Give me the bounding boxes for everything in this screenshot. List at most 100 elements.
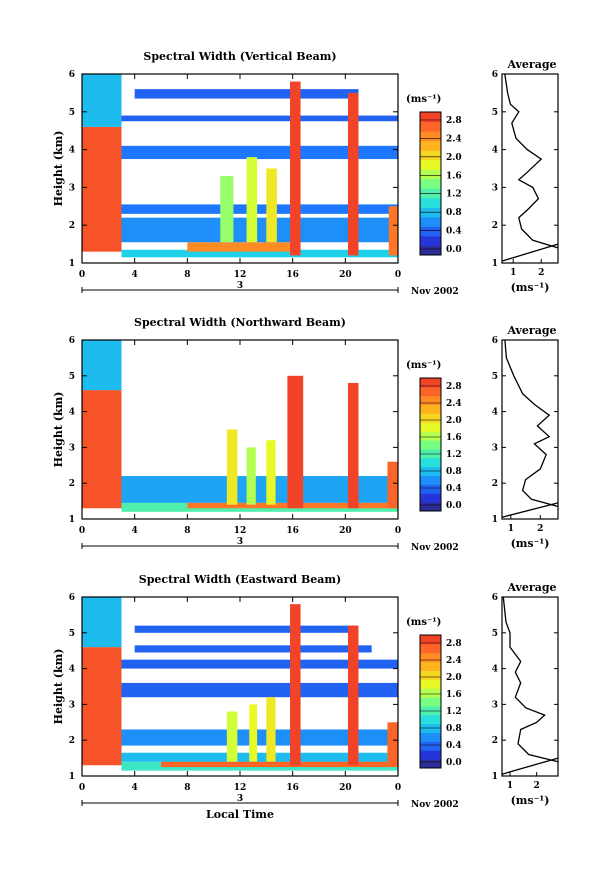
- colorbar-step: [420, 635, 441, 645]
- average-x-axis-label: (ms⁻¹): [511, 537, 550, 550]
- colorbar-tick-label: 0.0: [446, 501, 462, 511]
- colorbar-tick-label: 0.4: [446, 741, 462, 751]
- average-y-tick-label: 3: [492, 443, 498, 453]
- panel-title-northward: Spectral Width (Northward Beam): [134, 316, 346, 329]
- colorbar-step: [420, 661, 441, 671]
- colorbar-tick-label: 1.2: [446, 450, 462, 460]
- y-tick-label: 6: [69, 593, 75, 603]
- average-tail-line: [501, 502, 559, 518]
- colorbar-tick-label: 2.8: [446, 382, 462, 392]
- colorbar-step: [420, 732, 441, 742]
- colorbar-unit-label: (ms⁻¹): [406, 360, 441, 371]
- heatmap-cell: [347, 625, 359, 766]
- heatmap-cell: [246, 157, 258, 243]
- colorbar-tick-label: 0.8: [446, 467, 462, 477]
- colorbar-tick-label: 1.2: [446, 707, 462, 717]
- y-tick-label: 5: [69, 629, 75, 639]
- x-tick-label: 12: [234, 783, 247, 793]
- colorbar-step: [420, 502, 441, 512]
- colorbar-step: [420, 723, 441, 734]
- colorbar-step: [420, 688, 441, 698]
- average-x-tick-label: 2: [534, 781, 540, 791]
- x-tick-label: 12: [234, 270, 247, 280]
- colorbar-tick-label: 2.4: [446, 656, 462, 666]
- y-tick-label: 6: [69, 70, 75, 80]
- colorbar-tick-label: 2.8: [446, 639, 462, 649]
- average-y-tick-label: 4: [492, 665, 498, 675]
- colorbar-step: [420, 493, 441, 503]
- colorbar-step: [420, 422, 441, 432]
- heatmap-cell: [82, 647, 122, 766]
- x-tick-label: 4: [132, 270, 138, 280]
- date-day-label: 3: [237, 537, 243, 547]
- date-month-label: Nov 2002: [411, 800, 459, 810]
- average-profile-line: [504, 339, 559, 508]
- average-title: Average: [506, 581, 556, 594]
- average-x-tick-label: 1: [508, 524, 514, 534]
- colorbar-tick-label: 1.6: [446, 171, 462, 181]
- average-title: Average: [506, 58, 556, 71]
- colorbar-step: [420, 475, 441, 485]
- x-tick-label: 0: [79, 270, 85, 280]
- colorbar-frame: [419, 634, 442, 769]
- y-tick-label: 1: [69, 515, 75, 525]
- heatmap-cell: [226, 711, 238, 762]
- heatmap-cell: [121, 752, 398, 762]
- colorbar-step: [420, 413, 441, 423]
- colorbar-step: [420, 759, 441, 769]
- heatmap-cell: [290, 604, 301, 766]
- colorbar-step: [420, 714, 441, 725]
- average-x-tick-label: 2: [537, 524, 543, 534]
- colorbar-step: [420, 448, 441, 459]
- x-tick-label: 20: [339, 783, 352, 793]
- colorbar-step: [420, 226, 441, 237]
- y-tick-label: 4: [69, 146, 75, 156]
- average-y-tick-label: 2: [492, 736, 498, 746]
- x-tick-label: 0: [79, 526, 85, 536]
- colorbar-step: [420, 741, 441, 751]
- colorbar-tick-label: 0.8: [446, 724, 462, 734]
- x-tick-label: 8: [184, 526, 190, 536]
- colorbar-step: [420, 466, 441, 477]
- colorbar-step: [420, 131, 441, 142]
- colorbar-step: [420, 404, 441, 414]
- colorbar-step: [420, 705, 441, 716]
- heatmap-cell: [82, 74, 122, 127]
- y-axis-label: Height (km): [52, 392, 65, 468]
- colorbar-step: [420, 679, 441, 689]
- y-axis-label: Height (km): [52, 649, 65, 725]
- colorbar-step: [420, 643, 441, 654]
- average-x-tick-label: 1: [507, 781, 513, 791]
- average-y-tick-label: 6: [492, 336, 498, 346]
- y-tick-label: 3: [69, 700, 75, 710]
- heatmap-cell: [287, 375, 304, 509]
- average-y-tick-label: 6: [492, 70, 498, 80]
- heatmap-cell: [121, 729, 398, 746]
- y-tick-label: 3: [69, 443, 75, 453]
- average-y-tick-label: 4: [492, 408, 498, 418]
- colorbar-step: [420, 440, 441, 450]
- average-y-tick-label: 5: [492, 629, 498, 639]
- colorbar-tick-label: 2.0: [446, 153, 462, 163]
- y-tick-label: 2: [69, 221, 75, 231]
- heatmap-cell: [387, 722, 398, 766]
- colorbar-frame: [419, 377, 442, 512]
- x-tick-label: 8: [184, 783, 190, 793]
- average-frame: [501, 339, 559, 520]
- colorbar-tick-label: 0.0: [446, 758, 462, 768]
- colorbar-frame: [419, 111, 442, 256]
- colorbar-tick-label: 0.8: [446, 208, 462, 218]
- colorbar-step: [420, 112, 441, 123]
- heatmap-cell: [121, 145, 398, 160]
- heatmap-cell: [387, 461, 398, 509]
- colorbar-step: [420, 386, 441, 397]
- heatmap-cell: [134, 625, 359, 633]
- average-y-tick-label: 2: [492, 479, 498, 489]
- colorbar-step: [420, 431, 441, 441]
- colorbar-step: [420, 169, 441, 180]
- heatmap-cell: [249, 704, 258, 762]
- heatmap-cell: [246, 447, 256, 505]
- x-tick-label: 0: [395, 526, 401, 536]
- x-tick-label: 12: [234, 526, 247, 536]
- colorbar-tick-label: 0.4: [446, 484, 462, 494]
